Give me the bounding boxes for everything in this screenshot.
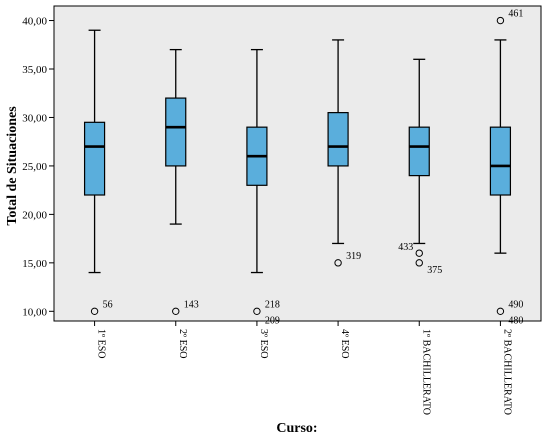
x-axis: 1º ESO 2º ESO 3º ESO 4º ESO 1º BACHILLERATO 2… (94, 321, 512, 415)
y-tick-label: 10,00 (22, 306, 47, 318)
outlier-label: 490 (508, 299, 523, 310)
y-tick-label: 20,00 (22, 209, 47, 221)
box-group: 319 (327, 39, 361, 267)
outlier-label: 319 (346, 251, 361, 262)
outlier-point (415, 259, 423, 267)
x-tick-label: 2º BACHILLERATO (501, 329, 512, 415)
outlier-label: 480 (508, 315, 523, 326)
y-tick-label: 15,00 (22, 258, 47, 270)
outlier-label: 218 (265, 299, 280, 310)
y-axis-label: Total de Situaciones (5, 106, 20, 226)
x-axis-label: Curso: (276, 421, 317, 436)
outlier-point (334, 259, 342, 267)
outlier-label: 461 (508, 9, 523, 20)
y-axis: 10,00 15,00 20,00 25,00 30,00 35,00 40,00 (22, 16, 54, 318)
y-tick-label: 40,00 (22, 16, 47, 28)
box-group: 433 375 (398, 58, 442, 276)
box-group: 56 (83, 29, 113, 316)
outlier-point (496, 16, 505, 25)
outlier-point (415, 249, 423, 257)
x-tick-label: 1º BACHILLERATO (420, 329, 431, 415)
outlier-label: 375 (427, 265, 442, 276)
x-tick-label: 3º ESO (258, 329, 269, 359)
box-group: 143 (165, 48, 199, 316)
box-iqr (83, 121, 106, 196)
box-iqr (327, 112, 349, 167)
box-iqr (489, 126, 512, 196)
outlier-label: 143 (184, 299, 199, 310)
outlier-label: 433 (398, 242, 413, 253)
outlier-point (90, 307, 99, 316)
y-tick-label: 25,00 (22, 161, 47, 173)
y-tick-label: 35,00 (22, 64, 47, 76)
x-tick-label: 4º ESO (339, 329, 350, 359)
y-tick-label: 30,00 (22, 112, 47, 124)
outlier-label: 209 (265, 315, 280, 326)
plot-area (53, 5, 542, 322)
outlier-label: 56 (103, 299, 113, 310)
box-iqr (408, 126, 430, 177)
outlier-point (496, 307, 505, 316)
x-tick-label: 1º ESO (96, 329, 107, 359)
box-iqr (165, 97, 187, 167)
box-group: 461 490 480 (489, 9, 523, 326)
x-tick-label: 2º ESO (177, 329, 188, 359)
outlier-point (253, 307, 261, 316)
outlier-point (172, 307, 180, 316)
